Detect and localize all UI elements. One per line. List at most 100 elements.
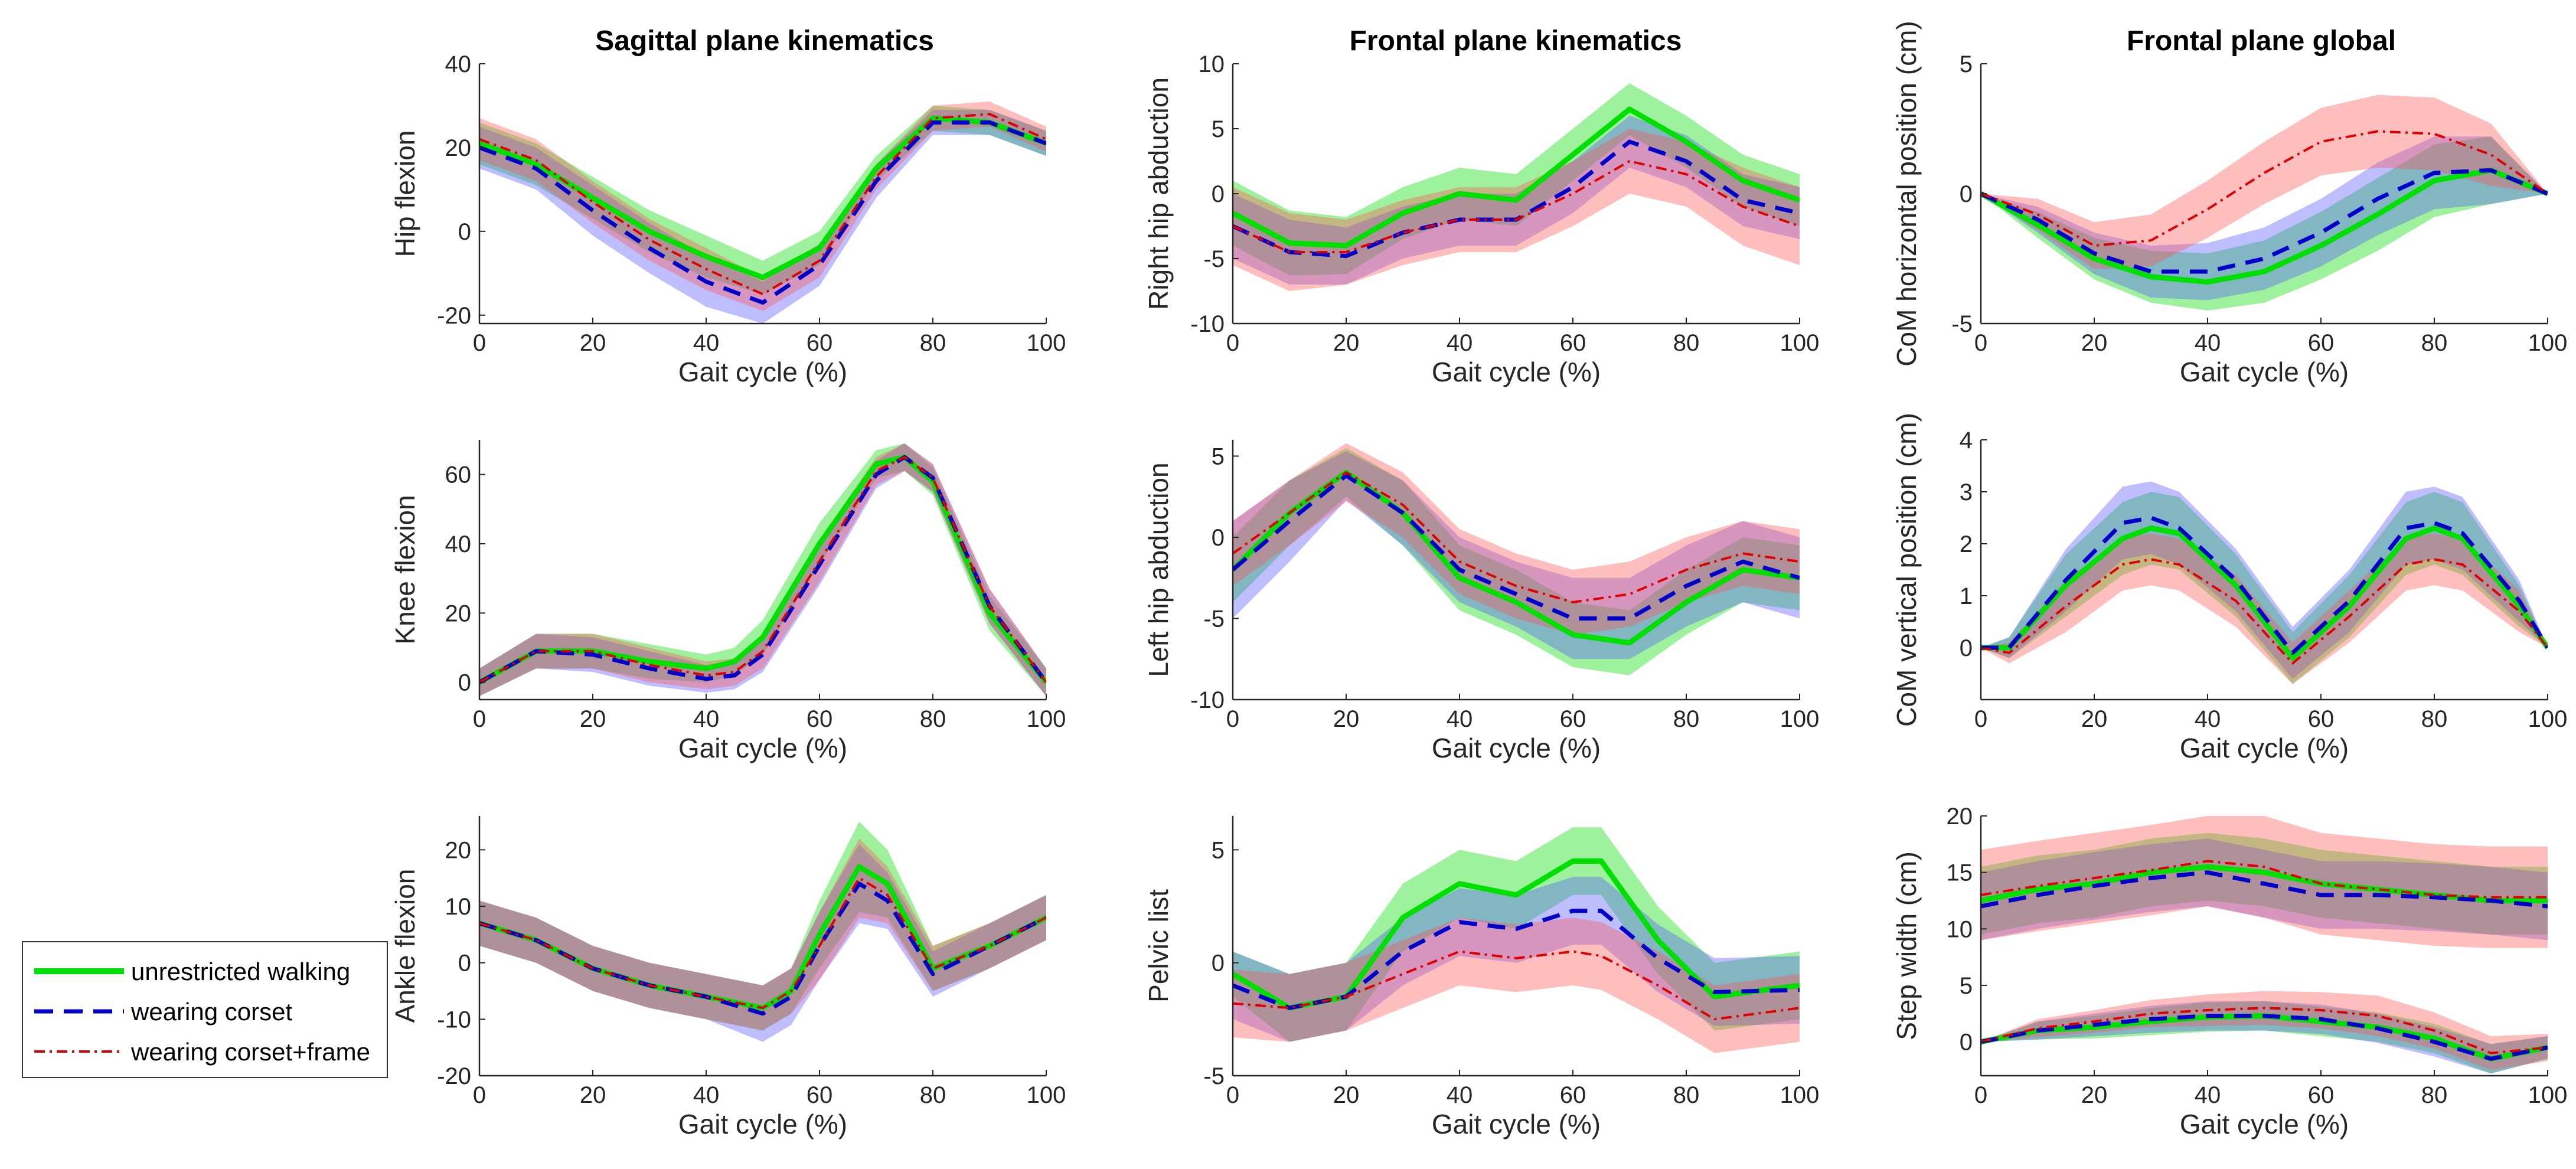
x-tick-label: 40 [1447, 1082, 1473, 1108]
x-tick-label: 20 [580, 706, 606, 732]
y-axis-label: Pelvic list [1143, 889, 1174, 1003]
x-tick-label: 80 [2421, 330, 2448, 356]
sd-band-unrestricted-walking [479, 106, 1046, 295]
x-tick-label: 20 [1333, 1082, 1360, 1108]
column-title-global: Frontal plane global [2127, 25, 2396, 57]
sd-band-wearing-corset-frame [479, 443, 1046, 697]
line-wearing-corset [1981, 515, 2548, 655]
sd-band-wearing-corset-frame [1981, 533, 2548, 684]
sd-band-wearing-corset [1981, 481, 2548, 679]
line-wearing-corset-frame [479, 456, 1046, 684]
y-tick-label: 5 [1960, 973, 1973, 999]
y-tick-label: 0 [1960, 1030, 1973, 1056]
y-tick-label: 60 [445, 462, 472, 488]
y-axis-label: Hip flexion [390, 130, 420, 257]
line-wearing-corset [1981, 168, 2548, 274]
plot-area [1981, 94, 2548, 311]
y-tick-label: 4 [1960, 427, 1973, 453]
x-tick-label: 0 [1226, 706, 1239, 732]
x-tick-label: 40 [693, 706, 720, 732]
y-tick-label: 10 [1199, 51, 1225, 77]
x-tick-label: 40 [693, 330, 720, 356]
y-tick-label: 0 [1212, 181, 1225, 207]
x-tick-label: 100 [2528, 330, 2568, 356]
x-tick-label: 40 [2195, 706, 2221, 732]
plot-area [479, 821, 1046, 1042]
y-axis-label: Ankle flexion [390, 869, 420, 1023]
column-title-sagittal: Sagittal plane kinematics [595, 25, 934, 57]
y-tick-label: -10 [1190, 687, 1225, 713]
sd-band-unrestricted-walking [1981, 1001, 2548, 1074]
x-tick-label: 0 [1974, 330, 1987, 356]
x-tick-label: 100 [1027, 1082, 1066, 1108]
x-tick-label: 20 [2081, 1082, 2108, 1108]
x-tick-label: 100 [1780, 706, 1820, 732]
x-tick-label: 40 [1447, 706, 1473, 732]
x-axis-label: Gait cycle (%) [2180, 733, 2349, 763]
sd-band-wearing-corset [1981, 838, 2548, 941]
x-tick-label: 100 [1780, 330, 1820, 356]
y-tick-label: 10 [1947, 916, 1973, 942]
line-unrestricted-walking [1233, 106, 1800, 249]
sd-band-unrestricted-walking [1233, 827, 1800, 1042]
y-tick-label: 1 [1960, 583, 1973, 609]
line-wearing-corset [1981, 870, 2548, 909]
line-wearing-corset-frame [1233, 950, 1800, 1021]
line-wearing-corset-frame [1981, 558, 2548, 665]
chart-ankle-flexion: 0 20 40 60 80 100 -20 -10 0 10 20 Gait cycle (%) Ank… [390, 816, 1066, 1139]
legend-label-corset: wearing corset [130, 998, 292, 1026]
y-axis-label: Right hip abduction [1143, 77, 1174, 310]
line-wearing-corset [1981, 1014, 2548, 1061]
line-wearing-corset [1233, 474, 1800, 621]
y-tick-label: 2 [1960, 531, 1973, 557]
x-tick-label: 80 [2421, 706, 2448, 732]
x-tick-label: 60 [1560, 1082, 1586, 1108]
x-tick-label: 100 [2528, 1082, 2568, 1108]
y-tick-label: -5 [1203, 1063, 1225, 1089]
y-tick-label: 0 [458, 219, 471, 245]
legend: unrestricted walking wearing corset wear… [22, 941, 388, 1078]
line-unrestricted-walking [1981, 167, 2548, 285]
y-tick-label: 0 [1212, 525, 1225, 551]
y-tick-label: 3 [1960, 479, 1973, 505]
x-tick-label: 0 [1974, 1082, 1987, 1108]
x-axis-label: Gait cycle (%) [1432, 357, 1601, 387]
x-tick-label: 0 [473, 706, 486, 732]
x-tick-label: 40 [1447, 330, 1473, 356]
sd-band-wearing-corset [479, 110, 1046, 324]
y-axis-label: Left hip abduction [1143, 462, 1174, 677]
x-tick-label: 80 [1673, 706, 1700, 732]
y-axis-label: Knee flexion [390, 495, 420, 644]
x-axis-label: Gait cycle (%) [2180, 1109, 2349, 1139]
legend-label-corset-frame: wearing corset+frame [130, 1038, 370, 1066]
y-tick-label: 20 [1947, 804, 1973, 830]
x-tick-label: 80 [920, 330, 946, 356]
y-tick-label: 10 [445, 894, 472, 920]
line-wearing-corset [479, 455, 1046, 684]
y-tick-label: 20 [445, 600, 472, 626]
y-tick-label: 20 [445, 135, 472, 161]
plot-area [1981, 816, 2548, 1074]
x-axis-label: Gait cycle (%) [1432, 1109, 1601, 1139]
x-tick-label: 40 [693, 1082, 720, 1108]
x-axis-label: Gait cycle (%) [1432, 733, 1601, 763]
plot-area [1981, 481, 2548, 684]
y-tick-label: 0 [1212, 951, 1225, 977]
x-tick-label: 0 [473, 1082, 486, 1108]
legend-label-unrestricted: unrestricted walking [131, 958, 350, 985]
x-tick-label: 60 [2308, 330, 2335, 356]
y-tick-label: 0 [458, 670, 471, 696]
line-wearing-corset-frame [1981, 860, 2548, 899]
y-tick-label: 0 [1960, 635, 1973, 661]
x-tick-label: 60 [807, 330, 833, 356]
x-tick-label: 80 [1673, 330, 1700, 356]
y-tick-label: 5 [1212, 837, 1225, 863]
line-wearing-corset-frame [1981, 1007, 2548, 1054]
y-tick-label: -20 [437, 1063, 471, 1089]
y-tick-label: -5 [1203, 246, 1225, 272]
y-tick-label: -10 [1190, 311, 1225, 337]
y-tick-label: 0 [1960, 181, 1973, 207]
chart-com-vertical: 0 20 40 60 80 100 0 1 2 3 4 Gait cycle (%) CoM verti… [1891, 413, 2567, 763]
x-tick-label: 20 [2081, 706, 2108, 732]
